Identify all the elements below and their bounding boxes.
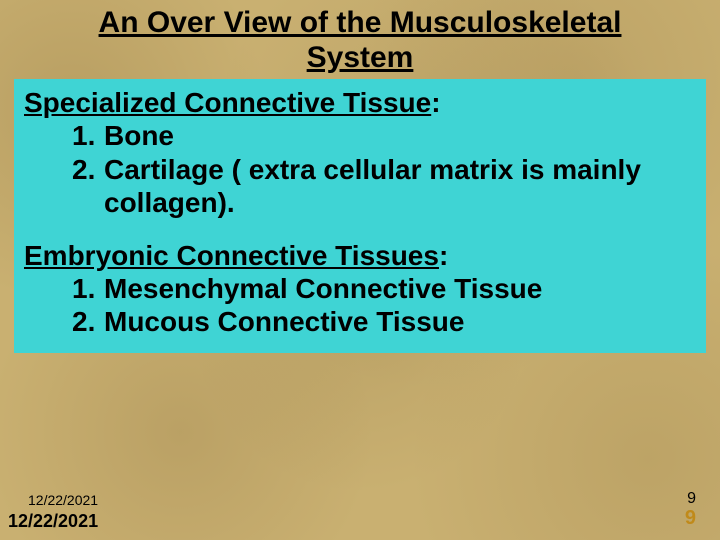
section-heading-1: Specialized Connective Tissue: bbox=[24, 87, 696, 119]
page-number-small: 9 bbox=[687, 490, 696, 508]
section-heading-2-rest: : bbox=[439, 240, 448, 271]
section-1-list: 1. Bone 2. Cartilage ( extra cellular ma… bbox=[72, 119, 696, 220]
list-item-text: Mucous Connective Tissue bbox=[104, 305, 696, 339]
list-item-text: Cartilage ( extra cellular matrix is mai… bbox=[104, 153, 696, 220]
slide: An Over View of the Musculoskeletal Syst… bbox=[0, 0, 720, 540]
page-number-large: 9 bbox=[685, 507, 696, 530]
content-box: Specialized Connective Tissue: 1. Bone 2… bbox=[14, 79, 706, 353]
section-2-list: 1. Mesenchymal Connective Tissue 2. Muco… bbox=[72, 272, 696, 339]
slide-title: An Over View of the Musculoskeletal Syst… bbox=[10, 6, 710, 75]
section-heading-1-rest: : bbox=[431, 87, 440, 118]
list-item: 1. Bone bbox=[72, 119, 696, 153]
list-item-number: 1. bbox=[72, 119, 104, 153]
list-item: 2. Mucous Connective Tissue bbox=[72, 305, 696, 339]
list-item: 1. Mesenchymal Connective Tissue bbox=[72, 272, 696, 306]
list-item: 2. Cartilage ( extra cellular matrix is … bbox=[72, 153, 696, 220]
footer-date-large: 12/22/2021 bbox=[8, 511, 98, 532]
footer-date-small: 12/22/2021 bbox=[28, 492, 98, 508]
list-item-text: Bone bbox=[104, 119, 696, 153]
list-item-number: 1. bbox=[72, 272, 104, 306]
list-item-number: 2. bbox=[72, 153, 104, 220]
list-item-number: 2. bbox=[72, 305, 104, 339]
section-heading-2-underlined: Embryonic Connective Tissues bbox=[24, 240, 439, 271]
spacer bbox=[24, 220, 696, 240]
section-heading-1-underlined: Specialized Connective Tissue bbox=[24, 87, 431, 118]
list-item-text: Mesenchymal Connective Tissue bbox=[104, 272, 696, 306]
section-heading-2: Embryonic Connective Tissues: bbox=[24, 240, 696, 272]
